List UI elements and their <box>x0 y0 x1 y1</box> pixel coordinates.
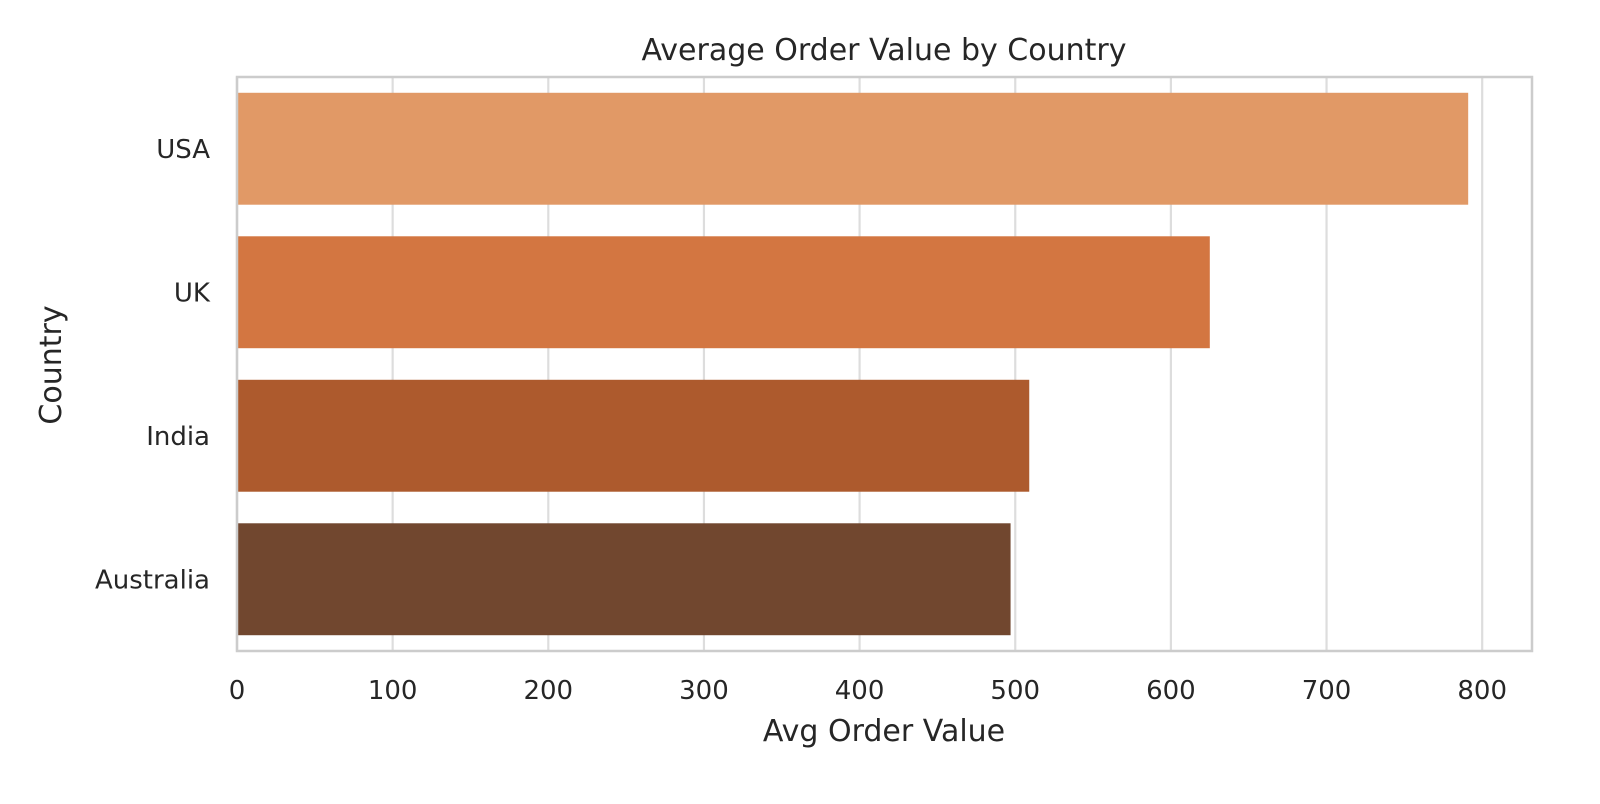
chart-title: Average Order Value by Country <box>642 33 1127 68</box>
x-tick-label: 800 <box>1457 676 1507 706</box>
bar-india <box>237 379 1030 492</box>
x-tick-labels: 0 100 200 300 400 500 600 700 800 <box>229 676 1507 706</box>
plot-frame <box>235 75 1534 653</box>
x-axis-label: Avg Order Value <box>763 714 1005 749</box>
bar-australia <box>237 523 1011 636</box>
bar-uk <box>237 236 1210 349</box>
y-tick-label: UK <box>174 278 211 308</box>
x-tick-label: 500 <box>990 676 1040 706</box>
x-tick-label: 400 <box>835 676 885 706</box>
bars <box>237 92 1469 636</box>
y-tick-label: India <box>146 422 210 452</box>
x-tick-label: 700 <box>1302 676 1352 706</box>
y-tick-labels: USA UK India Australia <box>95 135 211 596</box>
x-tick-label: 600 <box>1146 676 1196 706</box>
y-tick-label: USA <box>156 135 210 165</box>
x-tick-label: 300 <box>679 676 729 706</box>
x-tick-label: 0 <box>229 676 246 706</box>
y-tick-label: Australia <box>95 565 210 595</box>
bar-usa <box>237 92 1469 205</box>
x-tick-label: 100 <box>368 676 418 706</box>
y-axis-label: Country <box>34 305 69 424</box>
x-tick-label: 200 <box>523 676 573 706</box>
